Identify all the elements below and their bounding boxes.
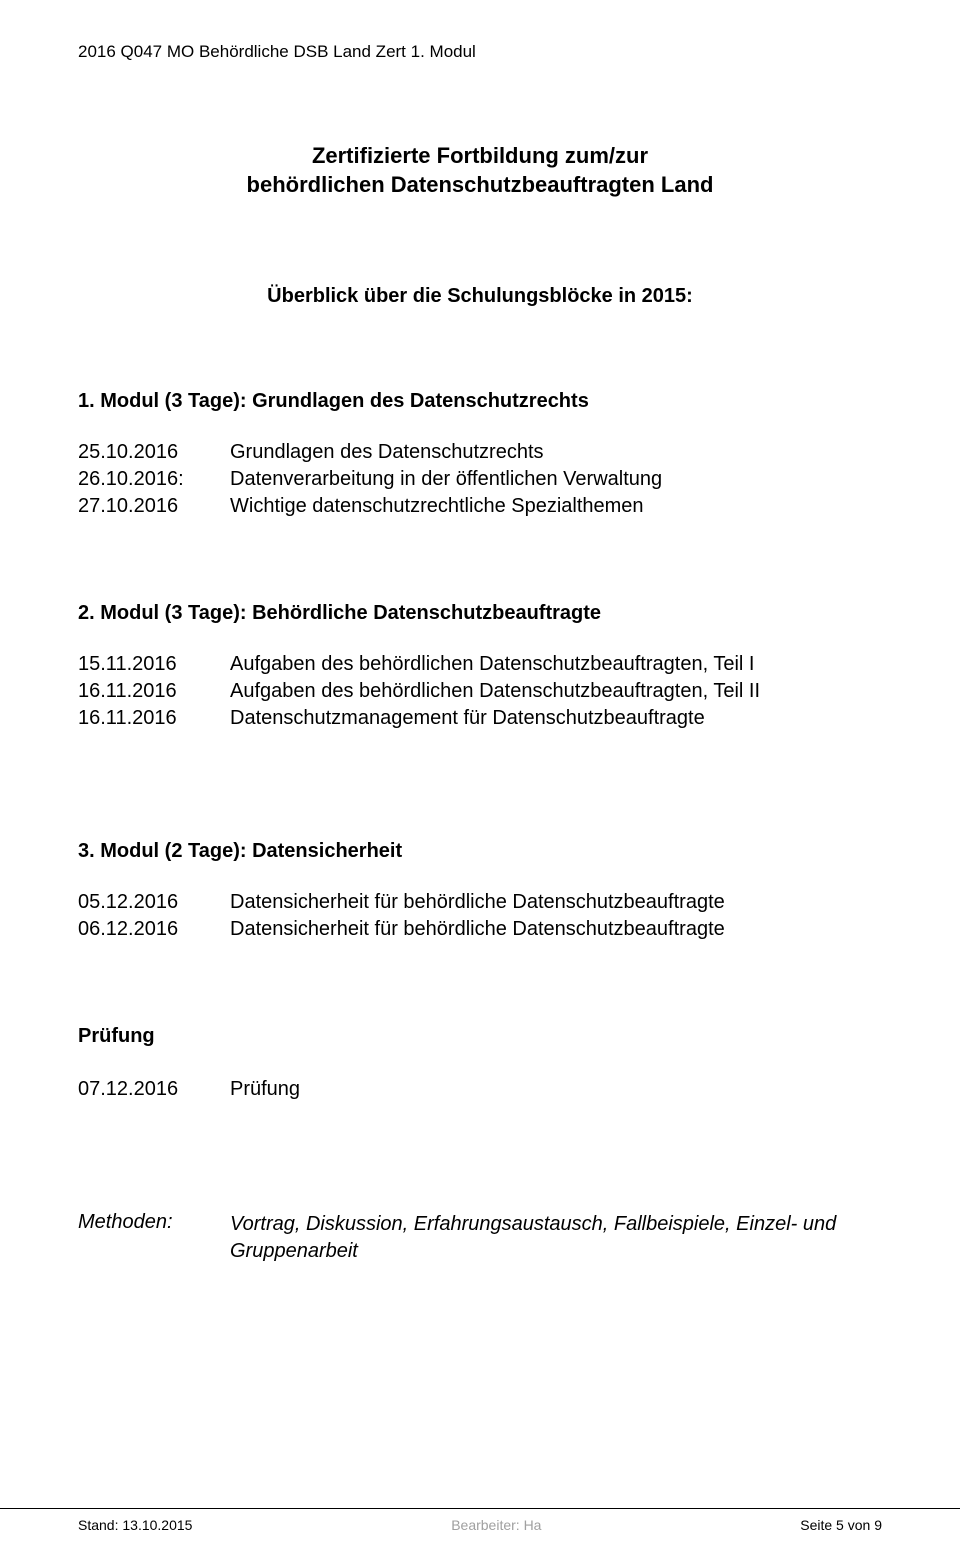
schedule-desc: Datensicherheit für behördliche Datensch… — [230, 916, 882, 943]
subtitle-text: Überblick über die Schulungsblöcke in 20… — [78, 285, 882, 308]
module2-heading: 2. Modul (3 Tage): Behördliche Datenschu… — [78, 602, 882, 625]
schedule-desc: Aufgaben des behördlichen Datenschutzbea… — [230, 651, 882, 678]
methoden-block: Methoden: Vortrag, Diskussion, Erfahrung… — [78, 1211, 882, 1265]
document-footer: Stand: 13.10.2015 Bearbeiter: Ha Seite 5… — [0, 1508, 960, 1533]
title-line2: behördlichen Datenschutzbeauftragten Lan… — [78, 171, 882, 200]
schedule-desc: Grundlagen des Datenschutzrechts — [230, 439, 882, 466]
schedule-row: 05.12.2016 Datensicherheit für behördlic… — [78, 889, 882, 916]
schedule-row: 15.11.2016 Aufgaben des behördlichen Dat… — [78, 651, 882, 678]
pruefung-block: Prüfung 07.12.2016 Prüfung — [78, 1025, 882, 1103]
schedule-row: 27.10.2016 Wichtige datenschutzrechtlich… — [78, 493, 882, 520]
methoden-text: Vortrag, Diskussion, Erfahrungsaustausch… — [230, 1211, 882, 1265]
schedule-row: 16.11.2016 Aufgaben des behördlichen Dat… — [78, 678, 882, 705]
schedule-desc: Datenverarbeitung in der öffentlichen Ve… — [230, 466, 882, 493]
schedule-date: 26.10.2016: — [78, 466, 230, 493]
schedule-date: 06.12.2016 — [78, 916, 230, 943]
module1-block: 1. Modul (3 Tage): Grundlagen des Datens… — [78, 390, 882, 520]
schedule-row: 25.10.2016 Grundlagen des Datenschutzrec… — [78, 439, 882, 466]
module3-heading: 3. Modul (2 Tage): Datensicherheit — [78, 840, 882, 863]
schedule-date: 27.10.2016 — [78, 493, 230, 520]
module3-block: 3. Modul (2 Tage): Datensicherheit 05.12… — [78, 840, 882, 943]
pruefung-heading: Prüfung — [78, 1025, 882, 1048]
subtitle-block: Überblick über die Schulungsblöcke in 20… — [78, 285, 882, 308]
footer-left: Stand: 13.10.2015 — [78, 1517, 192, 1533]
schedule-date: 05.12.2016 — [78, 889, 230, 916]
schedule-desc: Wichtige datenschutzrechtliche Spezialth… — [230, 493, 882, 520]
title-line1: Zertifizierte Fortbildung zum/zur — [78, 142, 882, 171]
schedule-row: 26.10.2016: Datenverarbeitung in der öff… — [78, 466, 882, 493]
module1-heading: 1. Modul (3 Tage): Grundlagen des Datens… — [78, 390, 882, 413]
schedule-desc: Prüfung — [230, 1076, 882, 1103]
schedule-desc: Datenschutzmanagement für Datenschutzbea… — [230, 705, 882, 732]
methoden-label: Methoden: — [78, 1211, 230, 1265]
header-text: 2016 Q047 MO Behördliche DSB Land Zert 1… — [78, 42, 476, 61]
schedule-row: 06.12.2016 Datensicherheit für behördlic… — [78, 916, 882, 943]
schedule-date: 16.11.2016 — [78, 705, 230, 732]
schedule-row: 07.12.2016 Prüfung — [78, 1076, 882, 1103]
title-block: Zertifizierte Fortbildung zum/zur behörd… — [78, 142, 882, 199]
module2-block: 2. Modul (3 Tage): Behördliche Datenschu… — [78, 602, 882, 732]
schedule-row: 16.11.2016 Datenschutzmanagement für Dat… — [78, 705, 882, 732]
schedule-date: 16.11.2016 — [78, 678, 230, 705]
schedule-date: 25.10.2016 — [78, 439, 230, 466]
footer-center: Bearbeiter: Ha — [451, 1517, 541, 1533]
schedule-desc: Aufgaben des behördlichen Datenschutzbea… — [230, 678, 882, 705]
footer-right: Seite 5 von 9 — [800, 1517, 882, 1533]
document-header: 2016 Q047 MO Behördliche DSB Land Zert 1… — [0, 0, 960, 62]
schedule-date: 15.11.2016 — [78, 651, 230, 678]
schedule-desc: Datensicherheit für behördliche Datensch… — [230, 889, 882, 916]
schedule-date: 07.12.2016 — [78, 1076, 230, 1103]
